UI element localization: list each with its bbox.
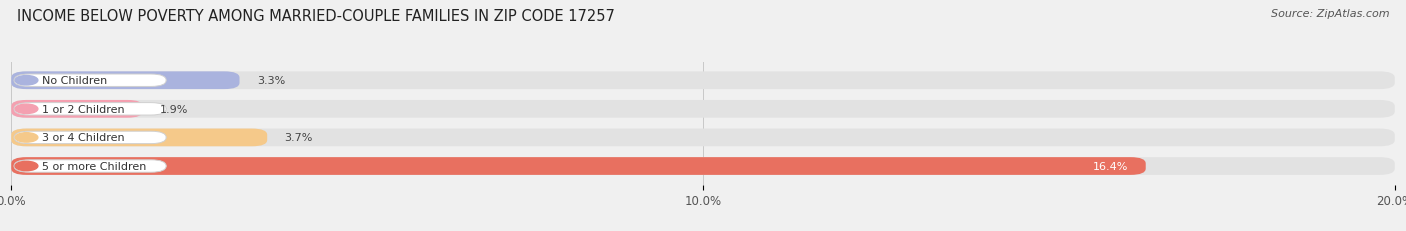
Text: 1.9%: 1.9% <box>160 104 188 114</box>
Text: 3 or 4 Children: 3 or 4 Children <box>42 133 124 143</box>
FancyBboxPatch shape <box>14 132 166 144</box>
Text: No Children: No Children <box>42 76 107 86</box>
FancyBboxPatch shape <box>11 129 1395 147</box>
Text: Source: ZipAtlas.com: Source: ZipAtlas.com <box>1271 9 1389 19</box>
Text: 3.7%: 3.7% <box>284 133 314 143</box>
Text: INCOME BELOW POVERTY AMONG MARRIED-COUPLE FAMILIES IN ZIP CODE 17257: INCOME BELOW POVERTY AMONG MARRIED-COUPL… <box>17 9 614 24</box>
FancyBboxPatch shape <box>14 75 166 87</box>
Text: 5 or more Children: 5 or more Children <box>42 161 146 171</box>
Circle shape <box>15 76 38 85</box>
Circle shape <box>15 133 38 143</box>
Text: 16.4%: 16.4% <box>1092 161 1129 171</box>
FancyBboxPatch shape <box>11 158 1395 175</box>
Text: 1 or 2 Children: 1 or 2 Children <box>42 104 124 114</box>
FancyBboxPatch shape <box>14 160 166 173</box>
FancyBboxPatch shape <box>11 100 142 118</box>
FancyBboxPatch shape <box>14 103 166 116</box>
Circle shape <box>15 162 38 171</box>
FancyBboxPatch shape <box>11 100 1395 118</box>
FancyBboxPatch shape <box>11 158 1146 175</box>
Text: 3.3%: 3.3% <box>257 76 285 86</box>
FancyBboxPatch shape <box>11 72 1395 90</box>
FancyBboxPatch shape <box>11 129 267 147</box>
Circle shape <box>15 105 38 114</box>
FancyBboxPatch shape <box>11 72 239 90</box>
